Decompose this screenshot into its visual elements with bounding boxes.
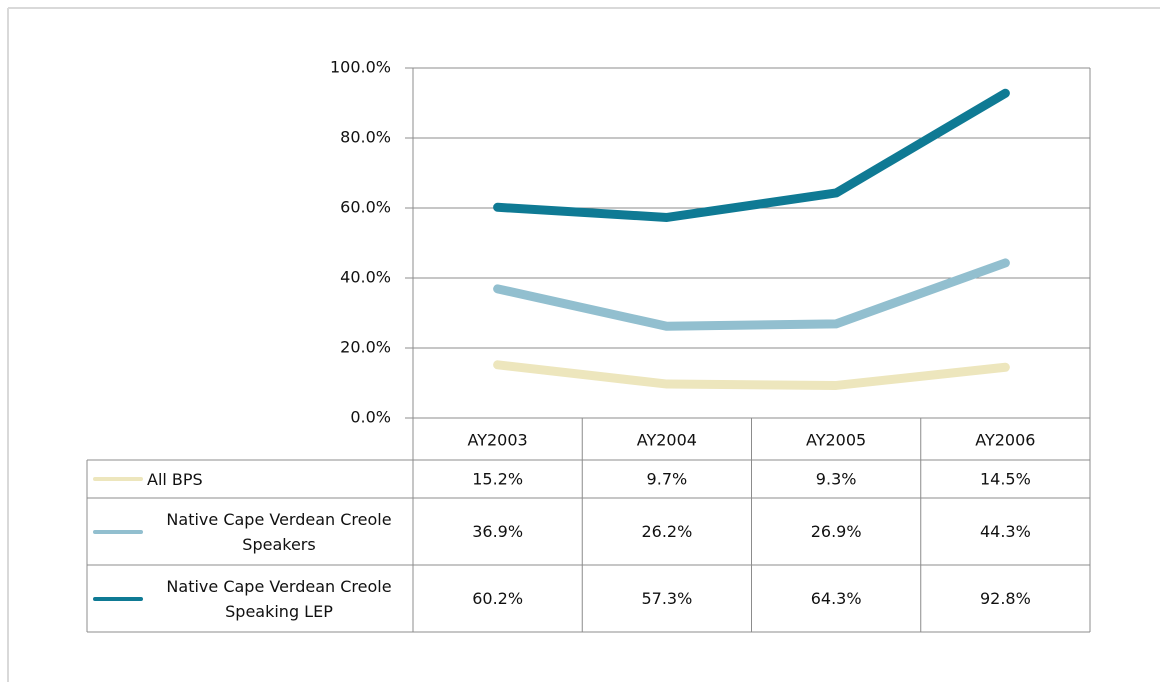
table-value: 26.9% [811,522,862,541]
series-line [493,88,1010,222]
x-tick-label: AY2003 [468,431,528,450]
y-tick-label: 0.0% [350,408,391,427]
y-tick-label: 20.0% [340,338,391,357]
table-value: 26.2% [641,522,692,541]
series-line [493,258,1010,331]
legend-swatch [93,529,143,534]
legend-label: Native Cape Verdean Creole Speakers [166,509,392,554]
legend-entry: Native Cape Verdean Creole Speaking LEP [93,565,411,632]
table-value: 64.3% [811,589,862,608]
table-value: 9.3% [816,470,857,489]
y-tick-label: 40.0% [340,268,391,287]
legend-label: Native Cape Verdean Creole Speaking LEP [166,576,392,621]
table-value: 36.9% [472,522,523,541]
y-tick-label: 80.0% [340,128,391,147]
table-value: 9.7% [647,470,688,489]
x-tick-label: AY2005 [806,431,866,450]
table-value: 44.3% [980,522,1031,541]
legend-entry: All BPS [93,460,411,498]
x-tick-label: AY2006 [975,431,1035,450]
y-tick-label: 60.0% [340,198,391,217]
table-value: 92.8% [980,589,1031,608]
table-value: 15.2% [472,470,523,489]
legend-swatch [93,596,143,601]
legend-entry: Native Cape Verdean Creole Speakers [93,498,411,565]
legend-entry: Native Cape Verdean Creole Speakers [93,498,411,565]
legend-swatch [93,477,143,481]
legend-label: All BPS [147,469,203,489]
legend-entry: All BPS [93,460,411,498]
legend-entry: Native Cape Verdean Creole Speaking LEP [93,565,411,632]
x-tick-label: AY2004 [637,431,697,450]
table-value: 14.5% [980,470,1031,489]
table-value: 60.2% [472,589,523,608]
y-tick-label: 100.0% [330,58,391,77]
series-line [493,360,1010,390]
table-value: 57.3% [641,589,692,608]
